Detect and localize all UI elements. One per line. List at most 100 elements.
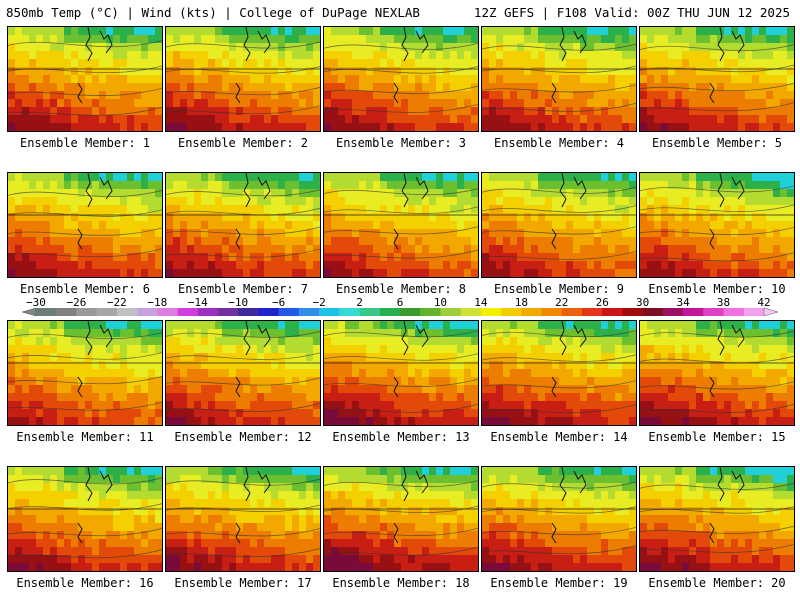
temperature-cell xyxy=(615,401,623,410)
temperature-cell xyxy=(180,245,188,254)
temperature-cell xyxy=(773,401,781,410)
temperature-cell xyxy=(78,523,86,532)
temperature-cell xyxy=(401,269,409,277)
temperature-cell xyxy=(450,123,458,131)
temperature-cell xyxy=(759,27,767,36)
temperature-cell xyxy=(580,59,588,68)
temperature-cell xyxy=(654,123,662,131)
temperature-cell xyxy=(622,115,630,124)
temperature-cell xyxy=(731,361,739,370)
temperature-cell xyxy=(92,51,100,60)
temperature-cell xyxy=(236,205,244,214)
temperature-cell xyxy=(29,483,37,492)
temperature-cell xyxy=(457,197,465,206)
temperature-cell xyxy=(180,523,188,532)
temperature-cell xyxy=(78,261,86,270)
temperature-cell xyxy=(668,377,676,386)
temperature-cell xyxy=(654,237,662,246)
temperature-cell xyxy=(29,401,37,410)
temperature-cell xyxy=(766,115,774,124)
temperature-cell xyxy=(22,369,30,378)
temperature-cell xyxy=(15,213,23,222)
temperature-cell xyxy=(78,83,86,92)
temperature-cell xyxy=(338,237,346,246)
temperature-cell xyxy=(710,189,718,198)
temperature-cell xyxy=(366,269,374,277)
temperature-cell xyxy=(257,547,265,556)
temperature-cell xyxy=(236,361,244,370)
temperature-cell xyxy=(141,353,149,362)
temperature-cell xyxy=(464,115,472,124)
temperature-cell xyxy=(443,221,451,230)
temperature-cell xyxy=(587,205,595,214)
temperature-cell xyxy=(482,377,490,386)
temperature-cell xyxy=(387,409,395,418)
temperature-cell xyxy=(264,531,272,540)
temperature-cell xyxy=(331,401,339,410)
temperature-cell xyxy=(257,221,265,230)
temperature-cell xyxy=(229,43,237,52)
temperature-cell xyxy=(573,409,581,418)
temperature-cell xyxy=(113,43,121,52)
temperature-cell xyxy=(85,189,93,198)
temperature-cell xyxy=(359,253,367,262)
temperature-cell xyxy=(450,369,458,378)
temperature-cell xyxy=(668,213,676,222)
temperature-cell xyxy=(50,197,58,206)
temperature-cell xyxy=(510,99,518,108)
temperature-cell xyxy=(436,417,444,425)
temperature-cell xyxy=(120,555,128,564)
temperature-cell xyxy=(106,205,114,214)
temperature-cell xyxy=(57,353,65,362)
temperature-cell xyxy=(215,361,223,370)
temperature-cell xyxy=(696,321,704,330)
height-contour xyxy=(482,330,636,338)
temperature-cell xyxy=(773,369,781,378)
temperature-cell xyxy=(148,353,156,362)
temperature-cell xyxy=(180,221,188,230)
temperature-cell xyxy=(331,189,339,198)
temperature-cell xyxy=(299,91,307,100)
temperature-cell xyxy=(552,409,560,418)
temperature-cell xyxy=(106,369,114,378)
temperature-cell xyxy=(134,539,142,548)
temperature-cell xyxy=(57,531,65,540)
temperature-cell xyxy=(503,369,511,378)
temperature-cell xyxy=(538,237,546,246)
temperature-cell xyxy=(215,83,223,92)
temperature-cell xyxy=(71,417,79,425)
temperature-cell xyxy=(338,91,346,100)
temperature-cell xyxy=(531,369,539,378)
temperature-cell xyxy=(717,59,725,68)
temperature-cell xyxy=(538,329,546,338)
temperature-cell xyxy=(545,205,553,214)
temperature-cell xyxy=(640,321,648,330)
temperature-cell xyxy=(359,393,367,402)
temperature-cell xyxy=(661,321,669,330)
temperature-cell xyxy=(278,401,286,410)
temperature-cell xyxy=(436,321,444,330)
temperature-cell xyxy=(257,329,265,338)
temperature-cell xyxy=(408,67,416,76)
temperature-cell xyxy=(313,43,320,52)
temperature-cell xyxy=(257,27,265,36)
temperature-cell xyxy=(531,99,539,108)
temperature-cell xyxy=(489,67,497,76)
temperature-cell xyxy=(703,385,711,394)
temperature-cell xyxy=(92,531,100,540)
temperature-cell xyxy=(587,377,595,386)
temperature-cell xyxy=(436,99,444,108)
temperature-cell xyxy=(113,491,121,500)
temperature-cell xyxy=(250,107,258,116)
temperature-cell xyxy=(587,83,595,92)
temperature-cell xyxy=(187,75,195,84)
temperature-cell xyxy=(766,269,774,277)
temperature-cell xyxy=(278,221,286,230)
height-contour xyxy=(482,65,636,74)
temperature-cell xyxy=(682,99,690,108)
temperature-cell xyxy=(682,221,690,230)
temperature-cell xyxy=(517,107,525,116)
temperature-cell xyxy=(134,253,142,262)
temperature-cell xyxy=(173,539,181,548)
temperature-cell xyxy=(531,197,539,206)
